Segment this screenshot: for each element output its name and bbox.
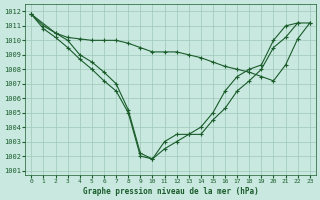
- X-axis label: Graphe pression niveau de la mer (hPa): Graphe pression niveau de la mer (hPa): [83, 187, 259, 196]
